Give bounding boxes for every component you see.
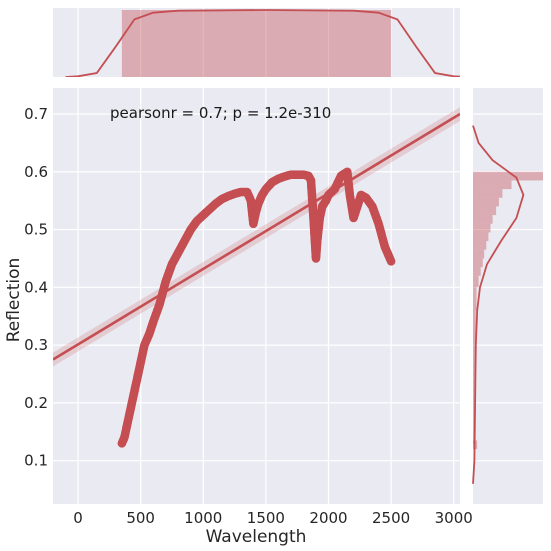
marginal-x-bar bbox=[121, 10, 392, 77]
marginal-y-bar bbox=[473, 287, 477, 311]
x-tick-label: 500 bbox=[126, 509, 155, 527]
marginal-x-panel bbox=[53, 8, 460, 77]
x-tick-label: 0 bbox=[73, 509, 83, 527]
marginal-y-bar bbox=[473, 345, 476, 403]
marginal-y-bar bbox=[473, 171, 543, 181]
marginal-y-bar bbox=[473, 249, 485, 259]
marginal-y-bar bbox=[473, 223, 491, 233]
y-tick-label: 0.3 bbox=[24, 336, 48, 354]
y-tick-label: 0.4 bbox=[24, 278, 48, 296]
marginal-y-bar bbox=[473, 206, 497, 216]
x-tick-label: 2500 bbox=[372, 509, 410, 527]
marginal-y-bar bbox=[473, 241, 487, 250]
x-tick-label: 2000 bbox=[309, 509, 347, 527]
marginal-x-histogram bbox=[121, 10, 392, 77]
marginal-x-kde bbox=[65, 9, 460, 77]
x-tick-label: 1500 bbox=[247, 509, 285, 527]
plot-grid bbox=[53, 88, 460, 504]
correlation-annotation: pearsonr = 0.7; p = 1.2e-310 bbox=[110, 104, 331, 122]
marginal-y-bar bbox=[473, 189, 503, 198]
marginal-y-background bbox=[473, 88, 543, 504]
marginal-y-kde bbox=[472, 125, 525, 484]
marginal-x-grid bbox=[77, 8, 455, 77]
marginal-y-bar bbox=[473, 215, 493, 224]
x-tick-label: 3000 bbox=[435, 509, 473, 527]
main-plot: pearsonr = 0.7; p = 1.2e-310 bbox=[53, 88, 460, 504]
scatter-points bbox=[117, 167, 396, 448]
y-tick-label: 0.2 bbox=[24, 394, 48, 412]
marginal-y-bar bbox=[473, 310, 476, 346]
marginal-y-bar bbox=[473, 267, 481, 276]
regression-line bbox=[53, 112, 460, 361]
marginal-y-bar bbox=[473, 180, 512, 190]
x-tick-labels: 0 500 1000 1500 2000 2500 3000 bbox=[73, 509, 473, 527]
y-tick-label: 0.5 bbox=[24, 221, 48, 239]
marginal-y-histogram bbox=[473, 171, 543, 450]
y-tick-labels: 0.1 0.2 0.3 0.4 0.5 0.6 0.7 bbox=[24, 105, 48, 470]
y-tick-label: 0.7 bbox=[24, 105, 48, 123]
plot-content bbox=[53, 107, 460, 448]
y-axis-label: Reflection bbox=[4, 258, 24, 343]
marginal-y-bar bbox=[473, 258, 483, 268]
marginal-x-background bbox=[53, 8, 460, 77]
y-tick-label: 0.1 bbox=[24, 452, 48, 470]
marginal-y-panel bbox=[472, 88, 543, 504]
x-axis-label: Wavelength bbox=[206, 527, 307, 547]
x-tick-label: 1000 bbox=[184, 509, 222, 527]
marginal-y-bar bbox=[473, 275, 479, 288]
marginal-y-bar bbox=[473, 232, 489, 242]
y-tick-label: 0.6 bbox=[24, 163, 48, 181]
marginal-y-bar bbox=[473, 197, 499, 207]
scatter-point bbox=[386, 257, 396, 266]
